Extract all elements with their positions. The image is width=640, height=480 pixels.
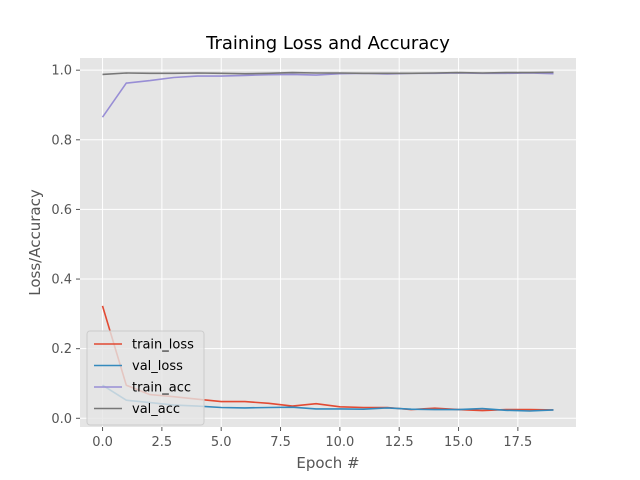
legend-label: train_loss	[132, 338, 194, 353]
legend-box	[86, 330, 205, 426]
grid	[80, 58, 576, 427]
x-tick-label: 10.0	[325, 435, 354, 450]
series-line-val-acc	[102, 71, 554, 76]
y-tick-label: 0.8	[51, 133, 72, 148]
x-tick-label: 2.5	[152, 435, 173, 450]
x-axis-ticks: 0.0 2.5 5.0 7.5 10.0 12.5 15.0 17.5	[92, 427, 532, 450]
x-tick-label: 15.0	[444, 435, 473, 450]
y-tick-label: 0.0	[51, 412, 72, 427]
y-axis-ticks: 0.0 0.2 0.4 0.6 0.8 1.0	[51, 64, 80, 427]
legend-label: val_acc	[132, 402, 180, 417]
x-tick-label: 12.5	[385, 435, 414, 450]
legend-label: train_acc	[132, 381, 191, 396]
x-axis-label: Epoch #	[296, 454, 359, 472]
y-tick-label: 0.2	[51, 342, 72, 357]
x-tick-label: 17.5	[503, 435, 532, 450]
y-axis-label: Loss/Accuracy	[26, 189, 44, 296]
y-tick-label: 0.6	[51, 203, 72, 218]
y-tick-label: 1.0	[51, 64, 72, 79]
legend-label: val_loss	[132, 359, 183, 374]
x-tick-label: 0.0	[92, 435, 113, 450]
chart-title: Training Loss and Accuracy	[205, 33, 450, 54]
x-tick-label: 5.0	[211, 435, 232, 450]
y-tick-label: 0.4	[51, 273, 72, 288]
legend: train_loss val_loss train_acc val_acc	[86, 330, 205, 426]
x-tick-label: 7.5	[270, 435, 291, 450]
